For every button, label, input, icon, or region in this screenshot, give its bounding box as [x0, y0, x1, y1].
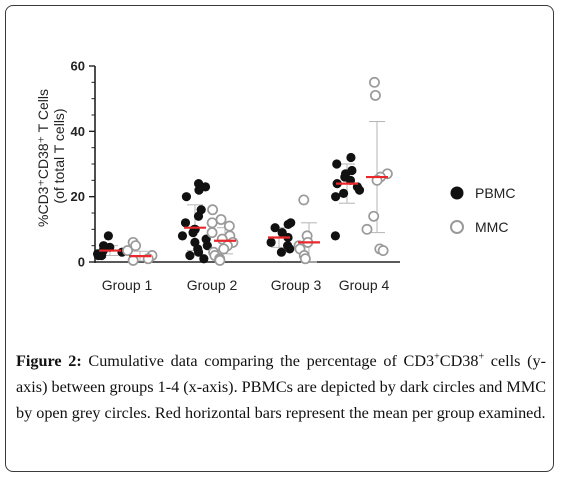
data-point-pbmc	[93, 250, 103, 261]
data-point-mmc	[377, 245, 389, 257]
legend-label-pbmc: PBMC	[475, 185, 515, 201]
caption-text-3: cells (y-axis) between groups 1-4 (x-axi…	[16, 352, 547, 422]
data-point-pbmc	[98, 241, 109, 251]
y-tick-label: 0	[78, 255, 85, 270]
y-tick-label: 60	[71, 59, 85, 74]
y-axis-label: %CD3⁺CD38⁺ T Cells	[35, 89, 51, 227]
data-point-pbmc	[177, 231, 188, 241]
data-point-pbmc	[270, 223, 280, 233]
data-point-mmc	[207, 204, 219, 216]
data-point-pbmc	[181, 192, 192, 202]
data-point-mmc	[130, 240, 142, 252]
chart-axes: 0 20 40 60 Group 1 Group 2 Group 3 Group 4 %CD3⁺…	[35, 59, 400, 293]
x-tick-label: Group 3	[271, 277, 322, 293]
data-point-pbmc	[193, 247, 204, 257]
data-point-mmc	[369, 76, 380, 88]
data-point-pbmc	[188, 228, 198, 238]
data-point-pbmc	[332, 159, 342, 169]
caption-text-2: CD38	[439, 352, 479, 370]
data-point-pbmc	[285, 244, 295, 254]
data-point-pbmc	[103, 231, 113, 241]
data-point-mmc	[369, 89, 381, 101]
y-axis-sublabel: (of total T cells)	[51, 108, 67, 203]
caption-sup-1: +	[434, 351, 440, 363]
data-point-mmc	[215, 214, 227, 225]
data-point-mmc	[206, 217, 218, 229]
y-tick-label: 40	[71, 124, 85, 139]
data-point-mmc	[298, 194, 310, 206]
scatter-chart: 0 20 40 60 Group 1 Group 2 Group 3 Group 4 %CD3⁺…	[35, 59, 515, 294]
data-point-pbmc	[193, 179, 204, 189]
data-point-mmc	[361, 223, 373, 235]
data-point-pbmc	[194, 185, 204, 195]
legend-label-mmc: MMC	[475, 219, 508, 235]
caption-sup-2: +	[478, 351, 485, 363]
caption-text-1: Cumulative data comparing the percentage…	[81, 352, 435, 370]
data-point-pbmc	[266, 237, 276, 247]
data-point-mmc	[122, 245, 133, 257]
data-point-mmc	[218, 243, 230, 255]
data-point-pbmc	[283, 219, 293, 230]
data-point-pbmc	[185, 250, 195, 261]
data-point-mmc	[214, 254, 226, 266]
data-point-pbmc	[202, 241, 212, 251]
data-point-pbmc	[346, 152, 356, 163]
legend-marker-mmc	[450, 220, 464, 234]
x-tick-label: Group 2	[187, 277, 238, 293]
data-point-mmc	[206, 227, 218, 239]
data-point-pbmc	[330, 231, 340, 241]
caption-label: Figure 2:	[16, 352, 82, 370]
data-point-pbmc	[338, 188, 349, 198]
data-point-pbmc	[193, 211, 204, 221]
x-tick-label: Group 4	[339, 277, 390, 293]
data-point-pbmc	[199, 254, 209, 264]
legend-marker-pbmc	[450, 186, 464, 200]
data-point-pbmc	[180, 218, 191, 228]
chart-legend: PBMC MMC	[450, 185, 515, 235]
data-point-mmc	[368, 210, 380, 222]
data-point-pbmc	[354, 185, 365, 195]
chart-marks	[92, 76, 393, 266]
y-tick-label: 20	[71, 189, 85, 204]
data-point-mmc	[299, 253, 311, 265]
x-tick-label: Group 1	[102, 277, 153, 293]
data-point-pbmc	[276, 247, 287, 257]
data-point-mmc	[223, 220, 235, 232]
figure-caption: Figure 2: Cumulative data comparing the …	[16, 348, 546, 426]
data-point-pbmc	[331, 192, 341, 202]
